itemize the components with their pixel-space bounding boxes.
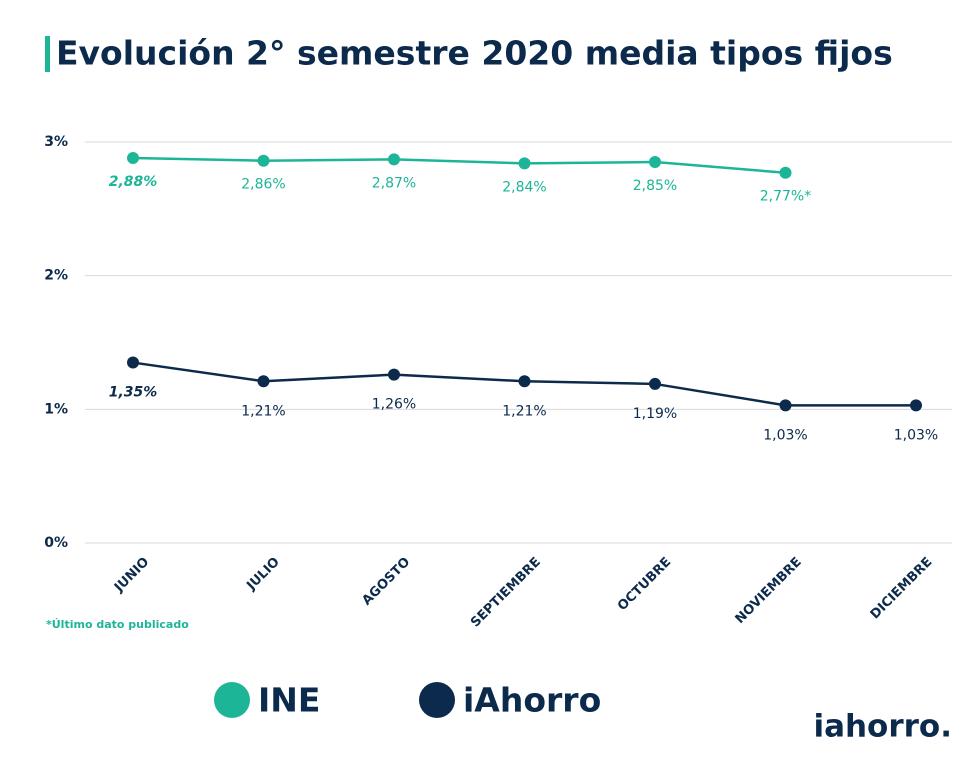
- legend-marker: [214, 682, 250, 718]
- y-tick-label: 3%: [44, 134, 68, 150]
- point: [649, 377, 661, 390]
- point: [388, 153, 400, 166]
- footnote: *Último dato publicado: [46, 618, 189, 631]
- value-label: 1,03%: [763, 427, 807, 443]
- y-tick-label: 0%: [44, 535, 68, 551]
- legend-marker: [419, 682, 455, 718]
- x-tick-label: OCTUBRE: [615, 555, 674, 614]
- point: [127, 152, 139, 165]
- point: [388, 368, 400, 381]
- value-label: 1,26%: [372, 397, 416, 413]
- point: [779, 399, 792, 412]
- value-label: 2,87%: [372, 175, 416, 191]
- value-label: 2,77%*: [760, 189, 811, 205]
- value-label: 2,86%: [241, 177, 285, 193]
- x-tick-label: JUNIO: [111, 555, 152, 596]
- point: [518, 375, 531, 388]
- point: [518, 157, 531, 170]
- title-accent: [45, 36, 50, 72]
- point: [910, 399, 922, 412]
- point: [779, 166, 792, 179]
- point: [127, 356, 139, 369]
- series-line: [132, 156, 786, 174]
- value-label: 2,85%: [633, 178, 677, 194]
- legend-label: iAhorro: [463, 681, 601, 720]
- x-tick-label: SEPTIEMBRE: [468, 555, 544, 631]
- x-tick-label: DICIEMBRE: [868, 555, 936, 623]
- x-tick-label: AGOSTO: [360, 555, 414, 609]
- x-tick-label: JULIO: [244, 555, 283, 594]
- y-tick-label: 2%: [44, 268, 68, 284]
- value-label: 1,21%: [241, 403, 285, 419]
- point: [257, 154, 270, 167]
- x-tick-label: NOVIEMBRE: [733, 555, 805, 627]
- chart-title: Evolución 2° semestre 2020 media tipos f…: [56, 34, 893, 73]
- value-label: 1,03%: [894, 427, 938, 443]
- value-label: 1,21%: [502, 403, 546, 419]
- value-label: 2,84%: [502, 179, 546, 195]
- value-label: 1,35%: [109, 385, 158, 401]
- point: [257, 375, 270, 388]
- value-label: 1,19%: [633, 406, 677, 422]
- y-tick-label: 1%: [44, 401, 68, 417]
- legend-label: INE: [258, 681, 320, 720]
- logo: iahorro.: [813, 709, 952, 745]
- point: [649, 156, 661, 169]
- value-label: 2,88%: [109, 174, 158, 190]
